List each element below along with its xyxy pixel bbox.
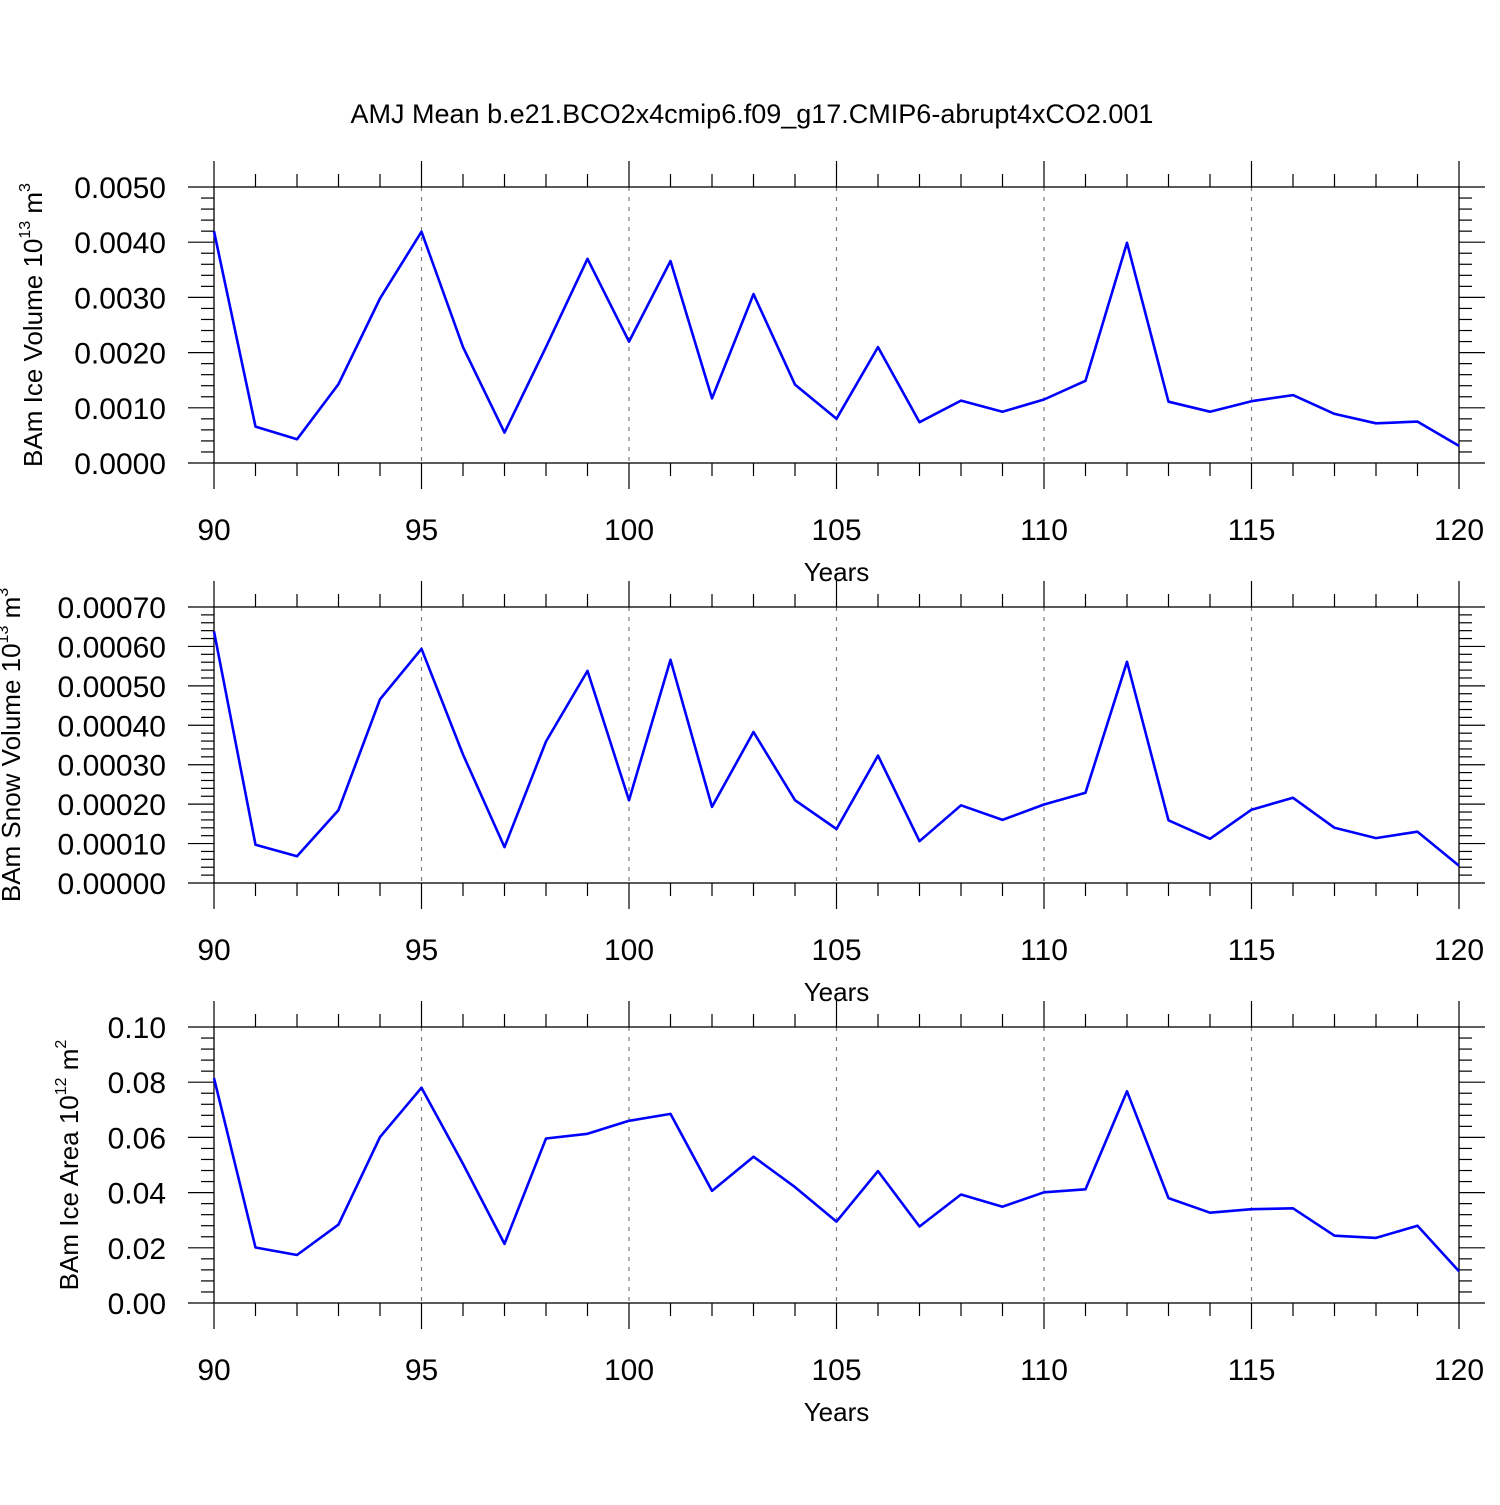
x-tick-label: 95 — [405, 934, 438, 967]
plot-frame — [213, 606, 1460, 884]
x-tick-label: 105 — [811, 514, 861, 547]
y-tick-label: 0.00000 — [58, 868, 166, 901]
y-tick-label: 0.10 — [108, 1012, 166, 1045]
x-tick-label: 100 — [604, 934, 654, 967]
y-tick-label: 0.00020 — [58, 789, 166, 822]
y-tick-label: 0.0030 — [74, 282, 166, 315]
x-tick-label: 120 — [1434, 1354, 1484, 1387]
x-tick-label: 110 — [1020, 514, 1068, 547]
x-tick-label: 110 — [1020, 934, 1068, 967]
series-line-ice-area — [212, 1077, 1460, 1273]
x-tick-label: 95 — [405, 514, 438, 547]
y-tick-label: 0.0040 — [74, 227, 166, 260]
x-tick-label: 90 — [197, 934, 230, 967]
y-axis-title: BAm Ice Volume 1013 m3 — [17, 183, 48, 467]
x-tick-label: 90 — [197, 514, 230, 547]
series-line-ice-volume — [212, 230, 1460, 448]
y-axis-title: BAm Snow Volume 1013 m3 — [0, 588, 26, 902]
x-tick-label: 105 — [811, 934, 861, 967]
plot-frame — [213, 1026, 1460, 1304]
y-tick-label: 0.02 — [108, 1233, 166, 1266]
y-tick-label: 0.06 — [108, 1122, 166, 1155]
y-tick-label: 0.00030 — [58, 750, 166, 783]
series-line-snow-volume — [212, 631, 1460, 867]
y-tick-label: 0.00070 — [58, 592, 166, 625]
panel-ice-area: 0.00 0.02 0.04 0.06 0.08 0.10 90 95 100 105 110 115… — [53, 1001, 1485, 1427]
y-tick-label: 0.00060 — [58, 631, 166, 664]
x-tick-label: 120 — [1434, 514, 1484, 547]
y-tick-label: 0.0020 — [74, 338, 166, 371]
x-tick-label: 95 — [405, 1354, 438, 1387]
y-tick-label: 0.00050 — [58, 671, 166, 704]
plot-frame — [213, 186, 1460, 464]
panel-ice-volume: 0.0000 0.0010 0.0020 0.0030 0.0040 0.0050 90 95… — [17, 161, 1485, 587]
x-axis-title: Years — [804, 1397, 870, 1427]
y-axis-title: BAm Ice Area 1012 m2 — [53, 1040, 84, 1291]
y-tick-label: 0.00010 — [58, 829, 166, 862]
x-tick-label: 115 — [1228, 514, 1276, 547]
chart-title: AMJ Mean b.e21.BCO2x4cmip6.f09_g17.CMIP6… — [351, 99, 1154, 129]
x-tick-label: 110 — [1020, 1354, 1068, 1387]
x-tick-label: 100 — [604, 1354, 654, 1387]
x-tick-label: 90 — [197, 1354, 230, 1387]
x-tick-label: 115 — [1228, 934, 1276, 967]
y-tick-label: 0.00 — [108, 1288, 166, 1321]
y-tick-label: 0.0050 — [74, 172, 166, 205]
y-tick-label: 0.00040 — [58, 710, 166, 743]
x-tick-label: 105 — [811, 1354, 861, 1387]
panel-snow-volume: 0.00000 0.00010 0.00020 0.00030 0.00040 0.000… — [0, 581, 1485, 1007]
x-tick-label: 115 — [1228, 1354, 1276, 1387]
x-tick-label: 100 — [604, 514, 654, 547]
y-tick-label: 0.0010 — [74, 393, 166, 426]
y-tick-label: 0.08 — [108, 1067, 166, 1100]
y-tick-label: 0.04 — [108, 1178, 166, 1211]
x-tick-label: 120 — [1434, 934, 1484, 967]
y-tick-label: 0.0000 — [74, 448, 166, 481]
